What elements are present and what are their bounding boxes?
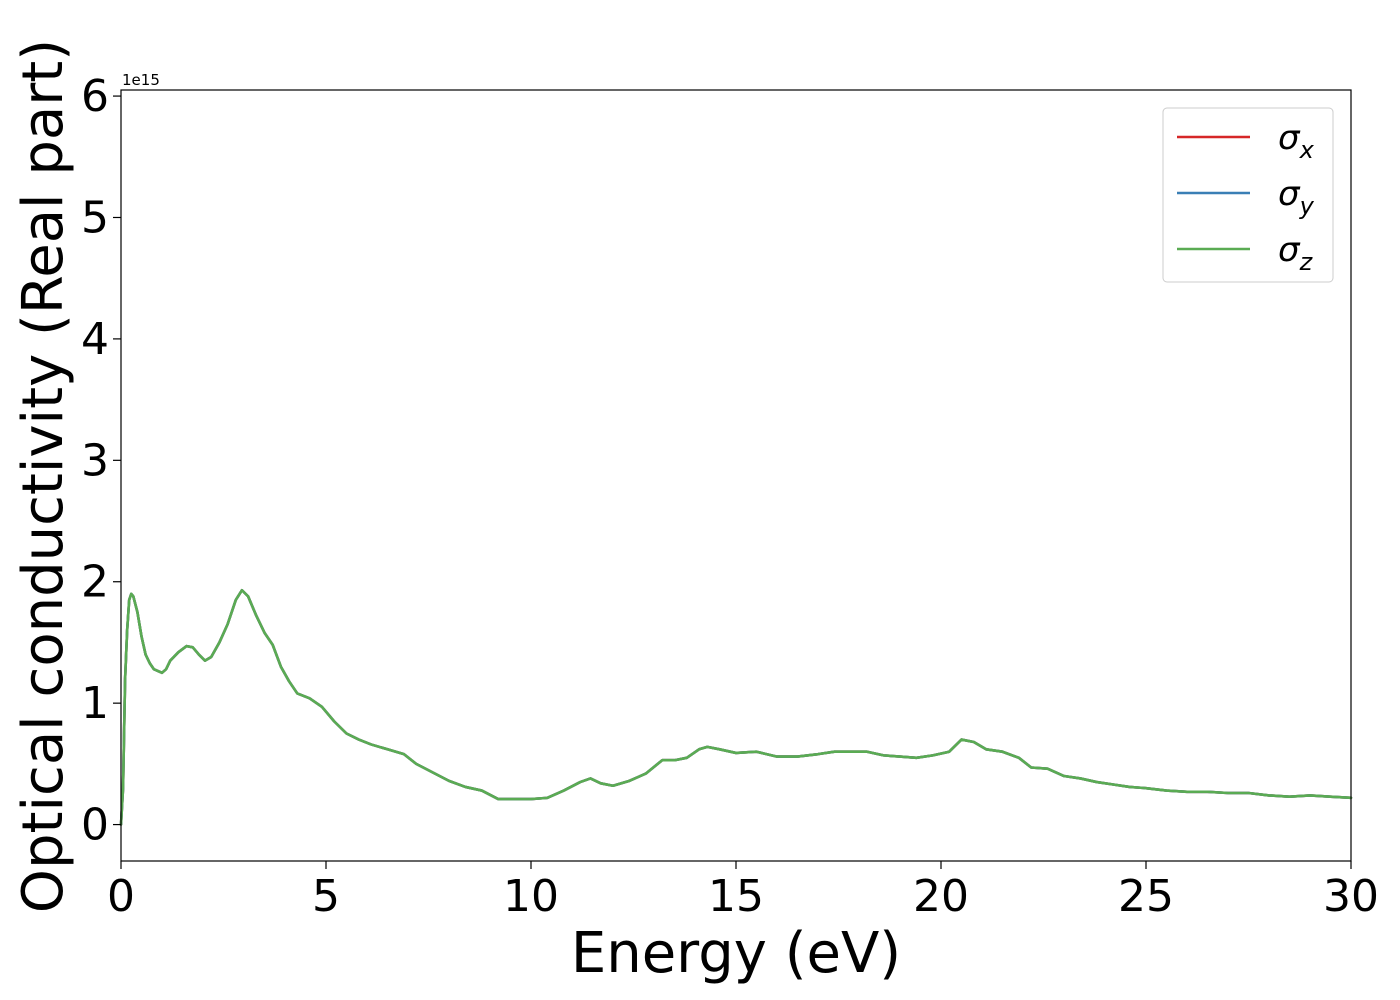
y-tick-label: 5 xyxy=(81,192,109,243)
y-axis-label: Optical conductivity (Real part) xyxy=(11,39,76,913)
series-lines xyxy=(119,588,1353,826)
y-tick-label: 1 xyxy=(81,678,109,729)
y-tick-label: 3 xyxy=(81,435,109,486)
y-tick-label: 0 xyxy=(81,800,109,851)
x-tick-label: 20 xyxy=(913,871,969,922)
x-tick-label: 15 xyxy=(708,871,764,922)
x-tick-label: 10 xyxy=(503,871,559,922)
legend-label-sigma-y: σy xyxy=(1278,174,1315,220)
y-axis: 0 1 2 3 4 5 6 xyxy=(81,71,121,851)
y-tick-label: 6 xyxy=(81,71,109,122)
legend-label-sigma-x: σx xyxy=(1278,118,1315,164)
legend-frame xyxy=(1162,107,1334,283)
x-tick-label: 0 xyxy=(107,871,135,922)
x-axis: 0 5 10 15 20 25 30 xyxy=(107,861,1379,922)
series-line-sigma-z xyxy=(119,588,1353,826)
x-tick-label: 25 xyxy=(1118,871,1174,922)
y-tick-label: 4 xyxy=(81,314,109,365)
x-tick-label: 30 xyxy=(1323,871,1379,922)
legend: σx σy σz xyxy=(1162,107,1334,283)
legend-label-sigma-z: σz xyxy=(1278,230,1314,276)
x-tick-label: 5 xyxy=(312,871,340,922)
x-axis-label: Energy (eV) xyxy=(571,921,901,986)
y-tick-label: 2 xyxy=(81,557,109,608)
plot-area xyxy=(121,90,1351,861)
y-offset-label: 1e15 xyxy=(122,71,160,89)
